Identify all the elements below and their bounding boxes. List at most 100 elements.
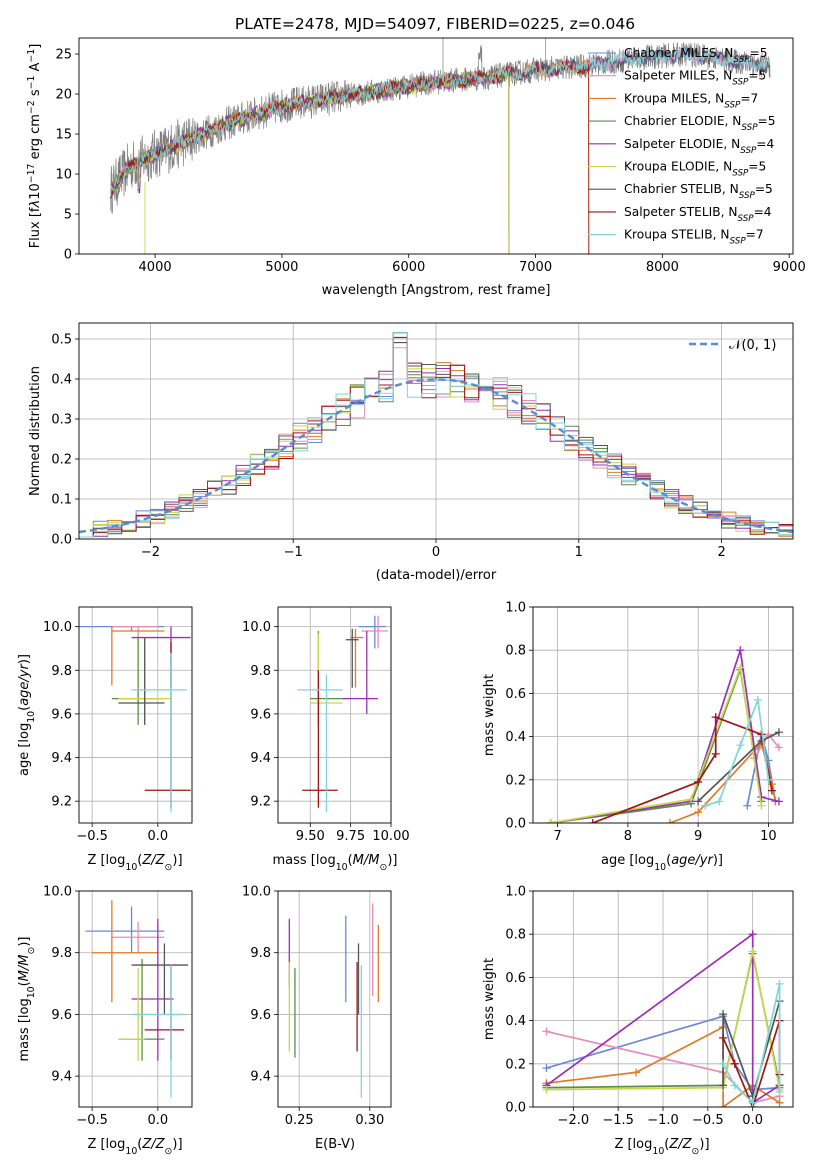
x-tick-label: 5000: [265, 260, 298, 275]
age-vs-mass-panel: 9.50 9.75 10.00 9.2 9.4 9.6 9.8 10.0 mass [log10…: [242, 606, 410, 873]
label-part: 10: [125, 862, 137, 873]
weight-line-salpeter-elodie: [545, 932, 781, 1105]
weight-marker: [666, 819, 675, 823]
x-tick-label: −0.5: [692, 1113, 724, 1128]
weight-marker: [694, 808, 703, 817]
label-part: )]: [17, 654, 32, 664]
y-tick-label: 0.6: [505, 971, 526, 986]
label-part: Salpeter STELIB, N: [624, 205, 737, 219]
y-tick-label: 0.3: [51, 413, 72, 428]
plot-area: [85, 900, 189, 1098]
label-part: age/yr: [17, 662, 32, 705]
weight-marker: [774, 728, 783, 737]
y-tick-label: 1.0: [505, 601, 526, 616]
label-part: SSP: [737, 214, 754, 224]
y-tick-label: 10.0: [242, 885, 271, 900]
weight-marker: [719, 1081, 728, 1090]
y-tick-label: 0.2: [51, 453, 72, 468]
weight-marker: [736, 646, 745, 655]
weight-line-kroupa-elodie: [546, 951, 781, 1091]
weight-marker: [757, 793, 766, 802]
x-axis-label: Z [log10(Z/Z⊙)]: [87, 853, 182, 873]
weight-marker: [542, 1064, 551, 1073]
x-tick-label: 1: [575, 545, 583, 560]
weight-marker: [542, 1085, 551, 1094]
legend-label: Chabrier STELIB, NSSP=5: [624, 182, 773, 201]
y-tick-label: 9.8: [250, 664, 271, 679]
weight-marker: [542, 1027, 551, 1036]
y-tick-label: 9.6: [250, 1008, 271, 1023]
model-line-kroupa-stelib: [110, 45, 771, 197]
label-part: Kroupa ELODIE, N: [624, 160, 732, 174]
label-part: ⊙: [165, 1146, 173, 1157]
label-part: SSP: [741, 123, 758, 133]
x-tick-label: 0.0: [147, 829, 168, 844]
y-axis-label: mass [log10(M/M⊙)]: [17, 937, 37, 1062]
y-tick-label: 0.4: [51, 373, 72, 388]
figure-title: PLATE=2478, MJD=54097, FIBERID=0225, z=0…: [235, 15, 635, 33]
label-part: =5: [755, 182, 773, 196]
x-tick-label: 0.0: [742, 1113, 763, 1128]
y-tick-label: 9.2: [250, 795, 271, 810]
age-vs-metallicity-panel: −0.5 0.09.29.49.69.810.0Z [log10(Z/Z⊙)]ag…: [17, 606, 193, 873]
y-tick-label: 0.6: [505, 687, 526, 702]
legend-label: Chabrier MILES, NSSP=5: [624, 46, 768, 65]
weight-marker: [694, 797, 703, 806]
label-part: )]: [713, 853, 723, 868]
label-part: =4: [756, 137, 774, 151]
label-part: Chabrier STELIB, N: [624, 182, 739, 196]
weight-marker: [719, 1010, 728, 1019]
legend-label: Kroupa ELODIE, NSSP=5: [624, 160, 766, 179]
y-tick-label: 20: [55, 88, 72, 103]
label-part: Z/Z: [141, 1137, 165, 1152]
mass-vs-extinction-panel: 0.25 0.30 9.4 9.6 9.8 10.0 E(B-V): [242, 885, 392, 1152]
label-part: M/M: [353, 853, 380, 868]
x-tick-label: 9: [694, 829, 702, 844]
weight-marker: [719, 1059, 728, 1068]
axes-frame: [78, 606, 193, 824]
x-tick-label: 7000: [519, 260, 552, 275]
histogram-salpeter-stelib: [79, 336, 793, 538]
weight-marker: [546, 819, 555, 823]
weight-vs-metallicity-panel: −2.0 −1.5 −1.0 −0.5 0.0 0.0 0.2 0.4 0.6 0.8 1.0 Z […: [482, 885, 794, 1157]
y-tick-label: 10: [55, 168, 72, 183]
label-part: 10: [26, 986, 37, 998]
x-tick-label: 9.75: [336, 829, 365, 844]
label-part: λ: [28, 200, 43, 209]
label-part: −1: [26, 76, 37, 90]
label-part: =5: [750, 46, 768, 60]
x-tick-label: −0.5: [76, 1113, 108, 1128]
plot-area: [288, 903, 379, 1098]
label-part: ⊙: [26, 947, 37, 955]
axes-frame: [78, 37, 794, 255]
weight-marker: [748, 1098, 757, 1107]
y-tick-label: 25: [55, 48, 72, 63]
label-part: =5: [748, 160, 766, 174]
weight-marker: [748, 930, 757, 939]
y-tick-label: 9.4: [51, 751, 72, 766]
weight-marker: [753, 695, 762, 704]
y-tick-label: 0.1: [51, 493, 72, 508]
y-tick-label: 0.0: [505, 817, 526, 832]
label-part: M/M: [17, 955, 32, 982]
y-tick-label: 9.6: [51, 1008, 72, 1023]
axes-frame: [78, 322, 794, 540]
plot-area: [297, 615, 388, 813]
spectrum-panel: 4000 5000 6000 7000 8000 9000 0 5 10 15 20 25 wavele…: [26, 37, 806, 298]
x-tick-label: −2.0: [558, 1113, 590, 1128]
label-part: SSP: [732, 169, 749, 179]
y-tick-label: 0: [64, 248, 72, 263]
label-part: mass [log: [17, 998, 32, 1061]
x-tick-label: 0.0: [147, 1113, 168, 1128]
label-part: )]: [387, 853, 397, 868]
x-tick-label: 2: [717, 545, 725, 560]
y-tick-label: 10.0: [43, 885, 72, 900]
axes-frame: [532, 606, 794, 824]
label-part: (: [348, 853, 353, 868]
label-part: =7: [740, 91, 758, 105]
axes-frame: [78, 890, 193, 1108]
label-part: Flux [f: [28, 207, 43, 248]
y-tick-label: 9.2: [51, 795, 72, 810]
label-part: Z/Z: [668, 1137, 692, 1152]
weight-marker: [775, 979, 784, 988]
